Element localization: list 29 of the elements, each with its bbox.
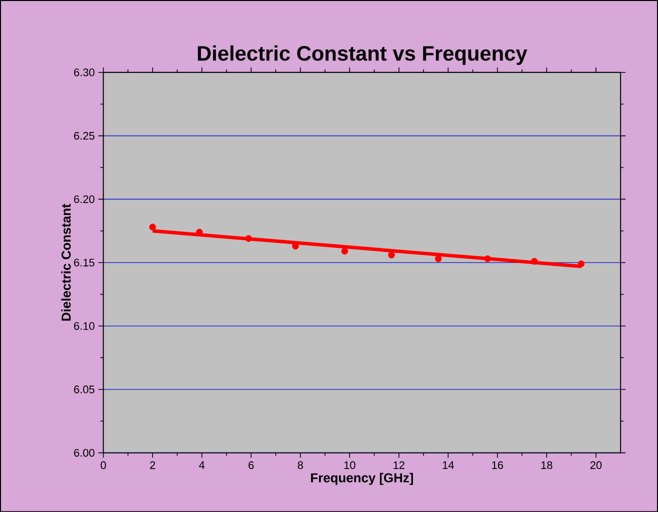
y-axis-title: Dielectric Constant <box>61 204 71 321</box>
x-tick-label: 8 <box>298 461 303 469</box>
chart-title: Dielectric Constant vs Frequency <box>198 45 528 65</box>
y-tick-label: 6.15 <box>74 258 94 266</box>
y-tick-label: 6.30 <box>74 68 94 76</box>
x-tick-label: 2 <box>150 461 156 469</box>
point <box>484 255 491 262</box>
x-tick-label: 16 <box>492 461 504 469</box>
point <box>149 224 156 230</box>
y-tick-label: 6.00 <box>74 448 94 457</box>
x-tick-label: 18 <box>541 461 552 469</box>
y-tick-label: 6.20 <box>74 195 94 203</box>
x-axis-title: Frequency [GHz] <box>311 472 413 485</box>
point <box>578 260 585 268</box>
x-tick-label: 10 <box>344 461 356 469</box>
y-tick-label: 6.05 <box>74 385 94 394</box>
x-tick-label: 12 <box>394 461 404 469</box>
point <box>245 235 252 242</box>
y-tick-label: 6.25 <box>74 132 94 140</box>
x-tick-label: 20 <box>590 461 602 469</box>
point <box>530 258 538 265</box>
y-tick-label: 6.10 <box>74 322 94 330</box>
point <box>388 252 395 258</box>
point <box>434 255 442 262</box>
x-tick-label: 6 <box>248 461 254 469</box>
x-tick-label: 14 <box>442 461 454 469</box>
point <box>341 248 348 254</box>
x-tick-label: 4 <box>199 461 205 469</box>
x-tick-label: 0 <box>100 461 106 469</box>
